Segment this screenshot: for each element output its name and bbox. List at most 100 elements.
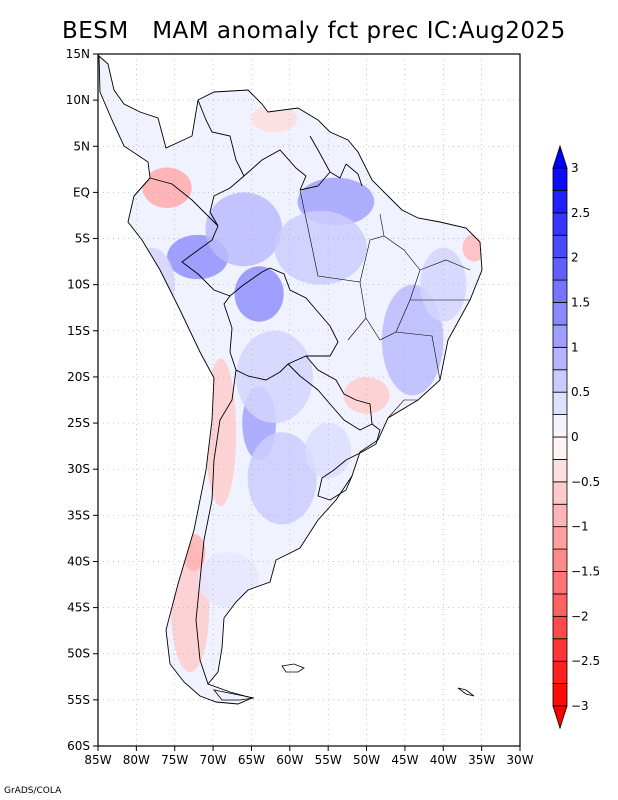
border-brazil-argentina bbox=[345, 423, 381, 461]
x-tick-label: 30W bbox=[506, 753, 533, 767]
anomaly-region-4 bbox=[205, 192, 283, 267]
colorbar-segment bbox=[552, 683, 568, 707]
colorbar-label: 0.5 bbox=[571, 385, 590, 399]
map-title: BESM MAM anomaly fct prec IC:Aug2025 bbox=[62, 18, 566, 44]
colorbar-segment bbox=[552, 660, 568, 684]
x-tick-label: 75W bbox=[161, 753, 188, 767]
colorbar-segment bbox=[552, 190, 568, 214]
colorbar-label: 2.5 bbox=[571, 206, 590, 220]
y-tick-label: 45S bbox=[67, 601, 90, 615]
colorbar-segment bbox=[552, 234, 568, 259]
anomaly-region-20 bbox=[305, 423, 352, 479]
colorbar-label: −3 bbox=[571, 699, 589, 713]
colorbar-label: 1.5 bbox=[571, 296, 590, 310]
colorbar-segment bbox=[552, 346, 568, 371]
colorbar-segment bbox=[552, 615, 568, 640]
anomaly-region-15 bbox=[182, 533, 206, 571]
border-ecuador bbox=[133, 177, 151, 197]
colorbar-segment bbox=[552, 414, 568, 438]
colorbar-legend: 3 2.5 2 1.5 1 0.5 0 −0.5 −1 −1.5 −2 −2.5 −3 bbox=[552, 144, 600, 730]
islands bbox=[213, 663, 475, 701]
colorbar-segment bbox=[552, 279, 568, 303]
colorbar-segment bbox=[552, 638, 568, 662]
colorbar-segment bbox=[552, 459, 568, 483]
y-tick-label: 10N bbox=[66, 93, 90, 107]
anomaly-region-10 bbox=[247, 432, 317, 525]
map-figure: 85W 80W 75W 70W 65W 60W 55W 50W 45W 40W 35W 30W15N1… bbox=[66, 47, 600, 767]
y-tick-label: 50S bbox=[67, 647, 90, 661]
country-borders bbox=[98, 54, 483, 705]
colorbar-label: −1 bbox=[571, 520, 589, 534]
colorbar-segment bbox=[552, 481, 568, 505]
colorbar-label: −0.5 bbox=[571, 475, 600, 489]
x-tick-label: 65W bbox=[238, 753, 265, 767]
land-area bbox=[99, 56, 482, 704]
colorbar-segment bbox=[552, 369, 568, 393]
colorbar-segment bbox=[552, 571, 568, 595]
y-tick-label: 5N bbox=[73, 139, 90, 153]
colorbar-segment bbox=[552, 212, 568, 236]
x-tick-label: 50W bbox=[353, 753, 380, 767]
colorbar-label: −2 bbox=[571, 609, 589, 623]
anomaly-region-17 bbox=[343, 376, 390, 414]
colorbar-segment bbox=[552, 257, 568, 281]
x-tick-label: 70W bbox=[200, 753, 227, 767]
axis-ticks bbox=[93, 53, 521, 751]
y-tick-label: 60S bbox=[67, 739, 90, 753]
x-tick-label: 60W bbox=[276, 753, 303, 767]
colorbar-label: 2 bbox=[571, 251, 579, 265]
border-peru-brazil bbox=[181, 225, 263, 297]
x-tick-label: 35W bbox=[468, 753, 495, 767]
anomaly-region-16 bbox=[462, 233, 482, 262]
x-tick-label: 85W bbox=[84, 753, 111, 767]
y-tick-label: 40S bbox=[67, 554, 90, 568]
y-tick-label: 35S bbox=[67, 508, 90, 522]
anomaly-region-1 bbox=[142, 167, 192, 209]
plot-frame bbox=[97, 53, 521, 747]
anomaly-field bbox=[128, 104, 482, 673]
border-chile-argentina bbox=[195, 369, 237, 685]
colorbar-segment bbox=[552, 324, 568, 348]
colorbar-label: 3 bbox=[571, 161, 579, 175]
south-georgia bbox=[457, 687, 475, 697]
y-tick-label: 15N bbox=[66, 47, 90, 61]
border-colombia-brazil bbox=[209, 175, 245, 227]
colorbar-min-arrow bbox=[552, 705, 568, 730]
colorbar-segment bbox=[552, 167, 568, 191]
x-tick-label: 40W bbox=[430, 753, 457, 767]
y-tick-label: 30S bbox=[67, 462, 90, 476]
y-tick-label: 20S bbox=[67, 370, 90, 384]
colorbar-segment bbox=[552, 436, 568, 460]
colorbar-segment bbox=[552, 503, 568, 528]
x-tick-label: 45W bbox=[391, 753, 418, 767]
tierra-del-fuego bbox=[213, 689, 255, 701]
anomaly-region-19 bbox=[197, 552, 260, 608]
colorbar-segment bbox=[552, 526, 568, 550]
anomaly-region-11 bbox=[236, 330, 313, 424]
axis-labels: 85W 80W 75W 70W 65W 60W 55W 50W 45W 40W 35W 30W 15N 1… bbox=[66, 47, 534, 767]
x-tick-label: 55W bbox=[315, 753, 342, 767]
y-tick-label: EQ bbox=[73, 185, 90, 199]
falkland-islands bbox=[281, 663, 305, 673]
anomaly-region-13 bbox=[205, 358, 237, 507]
anomaly-region-6 bbox=[274, 210, 367, 285]
colorbar-label: 0 bbox=[571, 430, 579, 444]
anomaly-region-3 bbox=[234, 266, 284, 322]
colorbar-label: 1 bbox=[571, 340, 579, 354]
y-tick-label: 15S bbox=[67, 324, 90, 338]
y-tick-label: 5S bbox=[75, 232, 90, 246]
y-tick-label: 25S bbox=[67, 416, 90, 430]
colorbar-max-arrow bbox=[552, 144, 568, 169]
border-colombia-peru bbox=[149, 177, 219, 227]
y-tick-label: 55S bbox=[67, 693, 90, 707]
x-tick-label: 80W bbox=[123, 753, 150, 767]
coastline bbox=[98, 54, 483, 705]
colorbar-segment bbox=[552, 391, 568, 415]
software-credit: GrADS/COLA bbox=[4, 786, 62, 796]
border-guyana bbox=[299, 135, 363, 191]
anomaly-region-18 bbox=[251, 104, 298, 133]
border-venezuela-brazil bbox=[243, 149, 307, 191]
border-colombia-venezuela bbox=[197, 99, 245, 177]
colorbar-segment bbox=[552, 593, 568, 617]
anomaly-region-7 bbox=[381, 284, 444, 396]
